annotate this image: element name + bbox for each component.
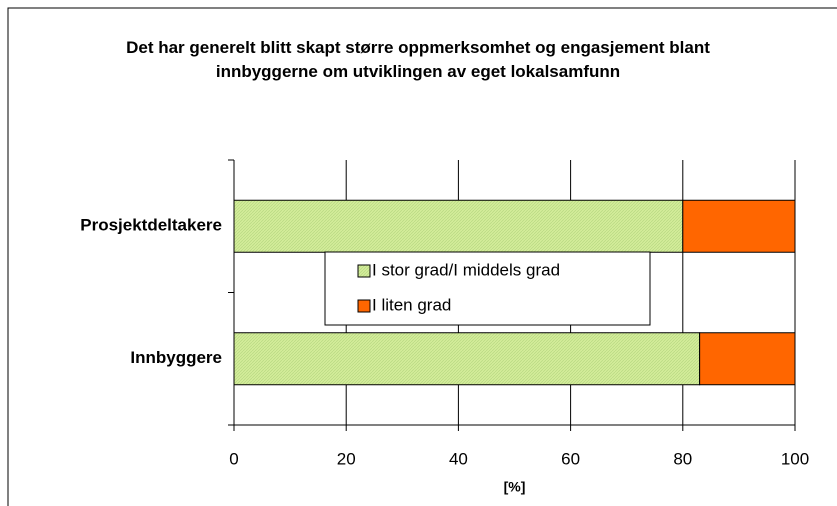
bar-segment <box>682 199 796 253</box>
x-axis-label: [%] <box>504 479 526 495</box>
x-tick-label: 20 <box>337 449 356 468</box>
chart-title: Det har generelt blitt skapt større oppm… <box>126 38 710 81</box>
x-tick-label: 40 <box>449 449 468 468</box>
x-tick-label: 100 <box>781 449 809 468</box>
bar-segment <box>233 332 701 386</box>
y-tick-label: Innbyggere <box>130 348 222 367</box>
x-tick-label: 0 <box>229 449 238 468</box>
bar-segment <box>233 199 684 253</box>
legend-box <box>324 251 651 326</box>
plot-area: 0 20 40 60 80 100 [%] Prosjektdeltakere Innbygge… <box>80 159 809 495</box>
legend-swatch <box>357 299 371 313</box>
x-tick-label: 80 <box>673 449 692 468</box>
x-tick-label: 60 <box>561 449 580 468</box>
legend-swatch <box>357 264 371 278</box>
y-tick-label: Prosjektdeltakere <box>80 216 222 235</box>
bar-segment <box>699 332 796 386</box>
legend-label: I stor grad/I middels grad <box>372 260 560 279</box>
legend-label: I liten grad <box>372 295 451 314</box>
